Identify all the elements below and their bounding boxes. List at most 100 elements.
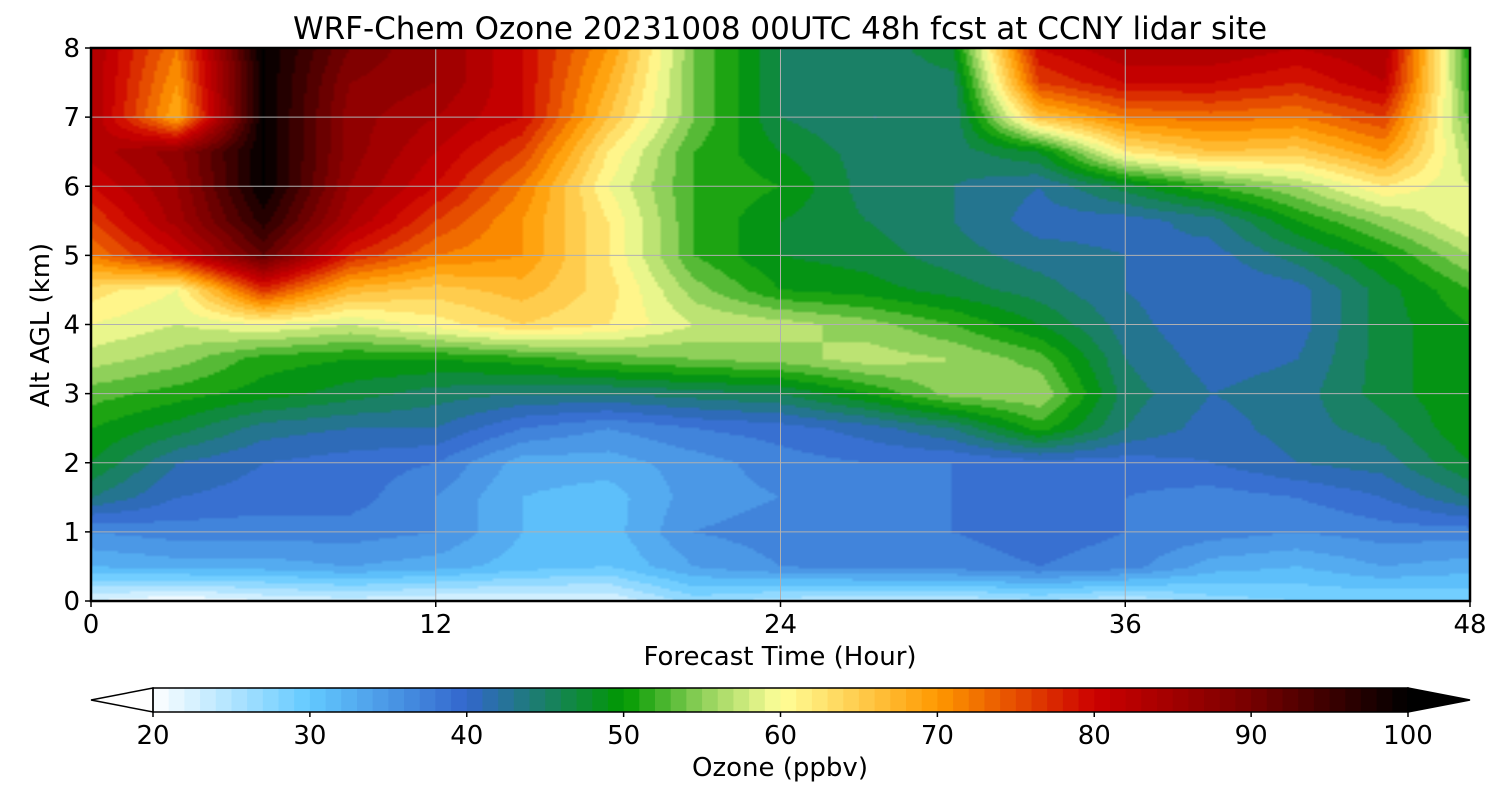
- colorbar-segment: [906, 688, 923, 712]
- colorbar-segment: [639, 688, 656, 712]
- colorbar-segment: [215, 688, 233, 712]
- colorbar-segment: [953, 688, 970, 712]
- colorbar-segment: [780, 688, 797, 712]
- colorbar-tick-label: 20: [136, 721, 169, 751]
- colorbar-segment: [607, 688, 625, 712]
- colorbar-segment: [1141, 688, 1158, 712]
- colorbar-segment: [1251, 688, 1268, 712]
- colorbar-segment: [231, 688, 248, 712]
- colorbar-ticks: 20 30 40 50 60 70 80 90 100: [136, 712, 1433, 751]
- colorbar-segment: [1062, 688, 1080, 712]
- colorbar-tick-label: 80: [1078, 721, 1111, 751]
- y-tick-label: 8: [63, 34, 80, 64]
- colorbar-segment: [843, 688, 860, 712]
- colorbar-segment: [1313, 688, 1331, 712]
- x-tick-label: 48: [1453, 610, 1486, 640]
- colorbar-extend-low: [90, 687, 154, 713]
- colorbar-segment: [686, 688, 703, 712]
- colorbar-segment: [200, 688, 217, 712]
- colorbar-segment: [1204, 688, 1221, 712]
- colorbar-segment: [1078, 688, 1095, 712]
- y-axis-ticks: 0 1 2 3 4 5 6 7 8: [63, 34, 91, 617]
- colorbar-segment: [733, 688, 750, 712]
- grid-lines: [91, 48, 1470, 601]
- colorbar-segment: [294, 688, 311, 712]
- colorbar-segment: [168, 688, 185, 712]
- x-axis-label: Forecast Time (Hour): [643, 642, 916, 672]
- y-tick-label: 6: [63, 172, 80, 202]
- y-tick-label: 4: [63, 311, 80, 341]
- colorbar-segment: [404, 688, 421, 712]
- colorbar-segment: [717, 688, 735, 712]
- colorbar-segment: [764, 688, 782, 712]
- colorbar-tick-label: 70: [921, 721, 954, 751]
- colorbar-segment: [827, 688, 844, 712]
- colorbar-segment: [702, 688, 719, 712]
- colorbar-segment: [482, 688, 499, 712]
- colorbar-segment: [968, 688, 986, 712]
- colorbar-segment: [655, 688, 672, 712]
- colorbar-segment: [592, 688, 609, 712]
- colorbar-segment: [529, 688, 546, 712]
- colorbar-segment: [1360, 688, 1378, 712]
- colorbar-segment: [1266, 688, 1284, 712]
- colorbar-segment: [576, 688, 593, 712]
- colorbar-segment: [1329, 688, 1346, 712]
- colorbar-extend-high: [1407, 687, 1471, 713]
- colorbar-segment: [513, 688, 531, 712]
- colorbar-segment: [388, 688, 405, 712]
- colorbar-label: Ozone (ppbv): [692, 753, 868, 783]
- colorbar-segment: [984, 688, 1001, 712]
- colorbar-tick-label: 100: [1383, 721, 1433, 751]
- colorbar-segment: [466, 688, 484, 712]
- colorbar-tick-label: 30: [293, 721, 326, 751]
- colorbar-segment: [1047, 688, 1064, 712]
- colorbar-segment: [1392, 688, 1409, 712]
- chart-title: WRF-Chem Ozone 20231008 00UTC 48h fcst a…: [293, 11, 1267, 47]
- colorbar-segment: [1298, 688, 1315, 712]
- colorbar-segment: [1157, 688, 1174, 712]
- colorbar-tick-label: 50: [607, 721, 640, 751]
- colorbar-segment: [262, 688, 280, 712]
- colorbar-segment: [498, 688, 515, 712]
- colorbar-segment: [749, 688, 766, 712]
- colorbar-segment: [921, 688, 938, 712]
- colorbar-segment: [341, 688, 358, 712]
- colorbar-segment: [1376, 688, 1393, 712]
- colorbar: [90, 687, 1471, 713]
- colorbar-segment: [451, 688, 468, 712]
- y-tick-label: 3: [63, 380, 80, 410]
- colorbar-segment: [1125, 688, 1142, 712]
- colorbar-tick-label: 90: [1235, 721, 1268, 751]
- colorbar-segment: [278, 688, 295, 712]
- colorbar-segment: [1172, 688, 1189, 712]
- y-tick-label: 1: [63, 518, 80, 548]
- colorbar-segment: [670, 688, 687, 712]
- colorbar-segment: [1015, 688, 1033, 712]
- colorbar-tick-label: 60: [764, 721, 797, 751]
- colorbar-segment: [356, 688, 374, 712]
- colorbar-segment: [858, 688, 876, 712]
- colorbar-segment: [1188, 688, 1205, 712]
- colorbar-segment: [874, 688, 891, 712]
- y-axis-label: Alt AGL (km): [26, 243, 56, 407]
- colorbar-segment: [1235, 688, 1252, 712]
- x-axis-ticks: 0 12 24 36 48: [83, 601, 1487, 640]
- colorbar-segment: [1109, 688, 1127, 712]
- colorbar-segment: [1219, 688, 1237, 712]
- colorbar-segment: [937, 688, 954, 712]
- colorbar-segment: [560, 688, 578, 712]
- y-tick-label: 0: [63, 587, 80, 617]
- colorbar-segment: [309, 688, 327, 712]
- colorbar-segment: [1094, 688, 1111, 712]
- x-tick-label: 24: [764, 610, 797, 640]
- y-tick-label: 5: [63, 241, 80, 271]
- colorbar-segment: [184, 688, 201, 712]
- colorbar-segment: [1282, 688, 1299, 712]
- x-tick-label: 12: [419, 610, 452, 640]
- colorbar-segment: [1031, 688, 1048, 712]
- colorbar-segment: [1345, 688, 1362, 712]
- colorbar-tick-label: 40: [450, 721, 483, 751]
- colorbar-segment: [372, 688, 389, 712]
